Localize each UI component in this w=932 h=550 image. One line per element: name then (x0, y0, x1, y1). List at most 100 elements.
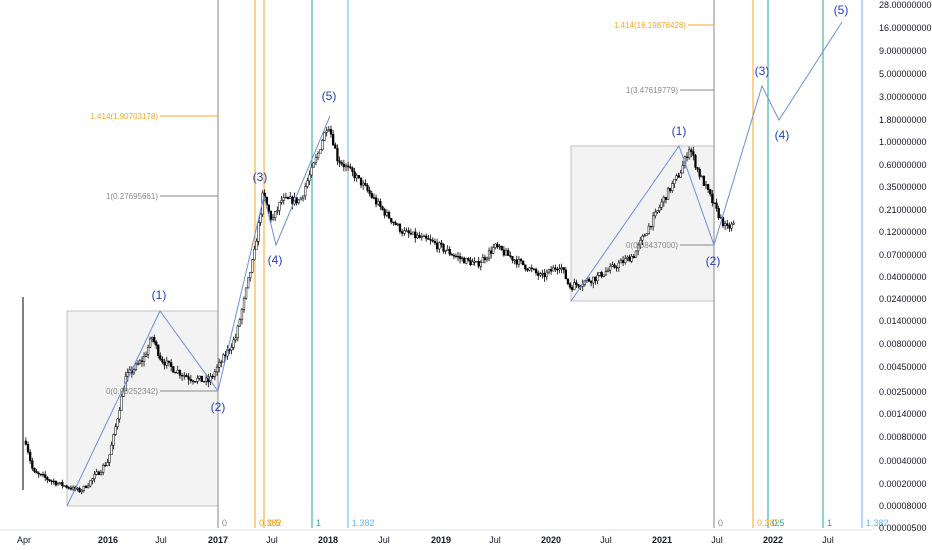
candle-body (244, 287, 248, 299)
candle-body (299, 197, 303, 201)
candle-body (97, 471, 101, 475)
fib-level-labels: 1.414(1.90703178) 1(0.27695661) 0(0.002523… (90, 21, 686, 396)
price-axis-tick-label: 0.00020000 (879, 479, 927, 489)
candle-body (271, 217, 275, 220)
candle-body (359, 177, 363, 186)
candle-body (138, 360, 142, 364)
candle-body (700, 176, 703, 178)
candle-body (101, 464, 105, 473)
candle-body (381, 206, 384, 210)
candle-body (715, 202, 718, 209)
candle-body (372, 197, 376, 199)
time-line-label: 1 (316, 518, 321, 528)
candle-body (717, 208, 720, 219)
candle-body (639, 239, 642, 246)
time-line-label: 1.382 (866, 518, 889, 528)
candle-body (504, 250, 508, 256)
candle-body (312, 162, 315, 168)
candle-body (641, 235, 644, 241)
wave-label: (4) (775, 128, 790, 142)
candle-body (220, 361, 223, 364)
candle-body (116, 418, 119, 427)
candle-body (489, 250, 493, 254)
candle-body (274, 211, 277, 218)
candle-body (89, 480, 92, 487)
candle-body (590, 280, 593, 284)
candle-body (427, 238, 430, 240)
candle-body (556, 269, 559, 271)
time-axis-tick-label: Jul (155, 535, 167, 545)
candle-body (519, 259, 523, 262)
candle-body (31, 460, 34, 469)
candle-body (713, 202, 716, 204)
candle-body (67, 487, 70, 489)
candle-body (543, 272, 546, 278)
candle-body (467, 257, 470, 261)
candle-body (403, 230, 406, 234)
candle-body (37, 472, 40, 475)
time-axis[interactable]: Apr 2016 Jul 2017 Jul 2018 Jul 2019 Jul 2020 Jul 20… (0, 529, 872, 545)
candle-body (425, 235, 428, 239)
candle-body (636, 244, 640, 252)
candle-body (619, 260, 623, 264)
time-line-label: 1.382 (352, 518, 375, 528)
candle-body (494, 243, 497, 248)
time-line-label: 0 (718, 518, 723, 528)
candle-body (255, 241, 258, 250)
candle-body (50, 480, 53, 482)
candle-body (84, 485, 88, 489)
candle-body (366, 185, 369, 191)
price-axis-tick-label: 0.21000000 (879, 205, 927, 215)
time-axis-tick-label: 2022 (763, 535, 783, 545)
price-axis[interactable]: 28.00000000 16.00000000 9.00000000 5.000000… (879, 0, 932, 533)
candle-body (677, 175, 680, 178)
candle-body (99, 472, 103, 475)
candle-body (654, 211, 657, 217)
elliott-wave-labels: (1) (2) (3) (4) (5) (1) (2) (3) (4) (5) (152, 3, 849, 414)
candle-body (211, 375, 214, 378)
candle-body (562, 267, 565, 271)
candle-body (377, 201, 380, 205)
candle-body (628, 256, 631, 262)
candle-body (431, 239, 434, 242)
candle-body (385, 211, 389, 216)
candle-body (615, 267, 618, 269)
candle-body (429, 239, 432, 241)
candle-body (353, 171, 356, 179)
candle-body (400, 231, 404, 234)
candle-body (202, 381, 206, 383)
candle-body (71, 486, 75, 490)
candle-body (349, 166, 352, 169)
candle-body (54, 481, 58, 486)
candle-body (517, 259, 521, 265)
candle-body (357, 175, 361, 179)
candle-body (155, 341, 158, 346)
candle-body (690, 149, 693, 152)
candle-body (411, 231, 415, 235)
candle-body (114, 426, 117, 435)
candle-body (316, 152, 320, 158)
candle-body (709, 189, 712, 195)
candle-body (656, 210, 659, 213)
candle-body (304, 186, 307, 197)
candle-body (374, 197, 378, 205)
wave-label: (3) (755, 64, 770, 78)
candle-body (547, 269, 551, 273)
candle-body (122, 390, 125, 397)
candle-body (692, 151, 695, 156)
candle-body (624, 258, 627, 263)
candle-body (112, 434, 115, 446)
wave-label: (2) (706, 254, 721, 268)
time-projection-lines (217, 0, 863, 528)
candle-body (178, 370, 182, 376)
candle-body (146, 346, 150, 355)
candle-body (602, 274, 605, 277)
candle-body (500, 245, 503, 251)
candle-body (282, 197, 285, 201)
candle-body (253, 248, 256, 260)
time-axis-tick-label: 2020 (541, 535, 561, 545)
cycle-box-2020 (570, 145, 715, 302)
candle-body (165, 360, 168, 366)
